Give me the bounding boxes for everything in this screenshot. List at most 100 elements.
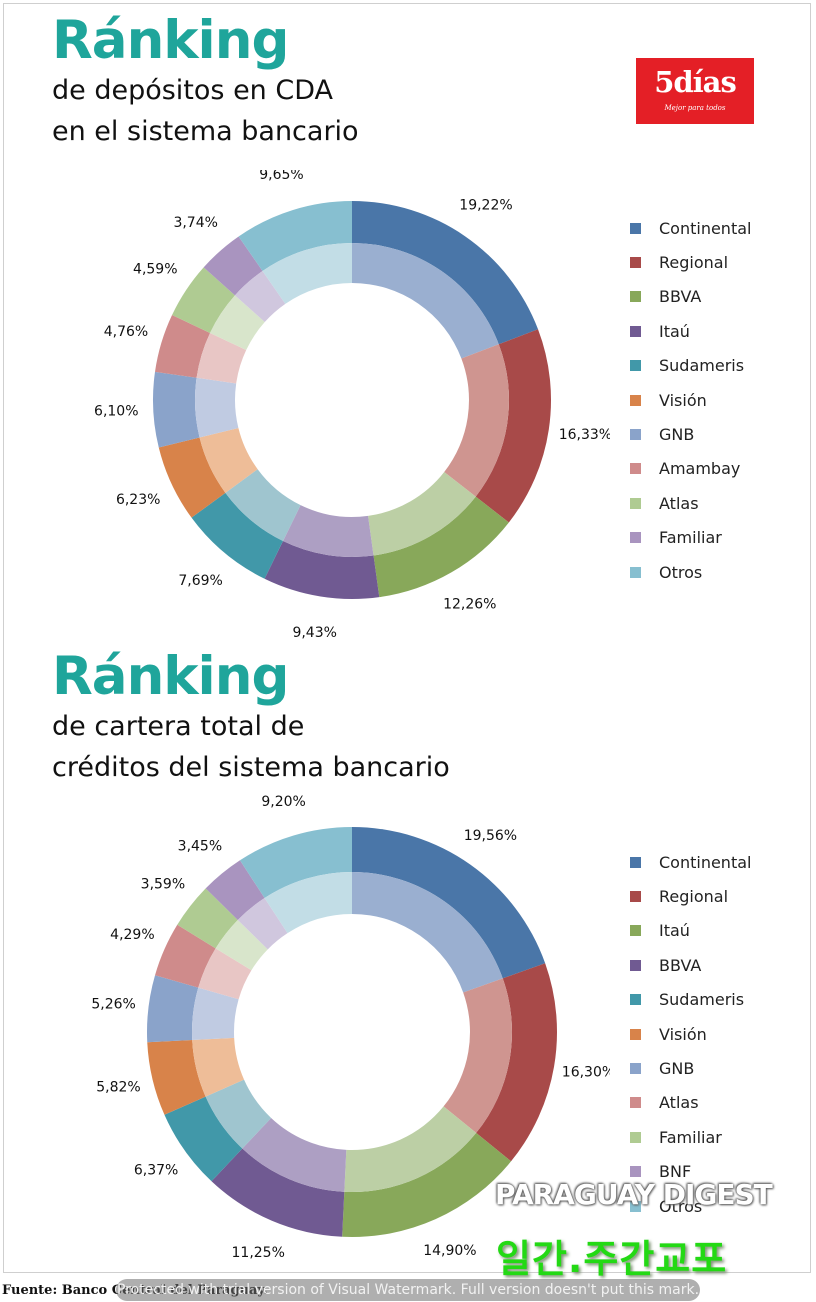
legend-label: Regional	[659, 887, 729, 907]
legend-label: Continental	[659, 218, 752, 238]
legend-swatch	[630, 566, 641, 578]
chart1-familiar-inner-slice	[234, 270, 286, 323]
legend-swatch	[630, 891, 641, 903]
chart1-sudameris-outer-slice	[191, 492, 284, 579]
chart1-vision-outer-slice	[158, 437, 226, 518]
chart1-atlas-value-label: 4,59%	[133, 262, 177, 278]
chart1-legend-item-bbva: BBVA	[630, 280, 751, 314]
chart2-continental-value-label: 19,56%	[464, 828, 517, 844]
chart1-legend-item-vision: Visión	[630, 383, 751, 417]
chart1-itau-inner-slice	[283, 505, 374, 558]
legend-label: Otros	[659, 1196, 703, 1216]
legend-label: GNB	[659, 425, 695, 445]
chart2-subtitle-line-2: créditos del sistema bancario	[52, 752, 450, 783]
paraguay-digest-watermark: PARAGUAY DIGEST	[495, 1178, 773, 1211]
legend-swatch	[630, 1131, 641, 1143]
legend-swatch	[630, 291, 641, 303]
chart1-sudameris-value-label: 7,69%	[178, 573, 222, 589]
legend-label: Familiar	[659, 1127, 722, 1147]
chart2-familiar-outer-slice	[177, 888, 238, 949]
chart2-otros-outer-slice	[239, 827, 352, 898]
chart2-bbva-value-label: 11,25%	[232, 1245, 285, 1261]
chart1-continental-outer-slice	[352, 201, 539, 345]
chart2-legend-item-itau: Itaú	[630, 914, 751, 948]
chart1-itau-outer-slice	[264, 541, 380, 600]
5dias-logo: 5días Mejor para todos	[636, 58, 754, 124]
chart2-subtitle-line-1: de cartera total de	[52, 711, 305, 742]
chart2-otros-value-label: 9,20%	[261, 795, 305, 810]
chart2-regional-outer-slice	[476, 963, 557, 1162]
chart1-continental-value-label: 19,22%	[459, 198, 512, 214]
chart2-vision-outer-slice	[147, 1039, 206, 1115]
legend-swatch	[630, 1063, 641, 1075]
legend-label: GNB	[659, 1059, 695, 1079]
chart2-legend-item-vision: Visión	[630, 1017, 751, 1051]
legend-label: Regional	[659, 253, 729, 273]
chart2-legend-item-bbva: BBVA	[630, 948, 751, 982]
chart1-legend-item-atlas: Atlas	[630, 486, 751, 520]
legend-swatch	[630, 497, 641, 509]
chart1-donut: 19,22% 16,33% 12,26% 9,43% 7,69% 6,23% 6,10% 4,…	[94, 170, 610, 640]
chart1-bbva-value-label: 12,26%	[443, 597, 496, 613]
legend-label: Visión	[659, 390, 707, 410]
chart1-atlas-inner-slice	[210, 295, 265, 351]
legend-swatch	[630, 959, 641, 971]
chart2-sudameris-outer-slice	[164, 1096, 243, 1182]
chart1-gnb-value-label: 6,10%	[94, 404, 138, 420]
chart2-legend-item-familiar: Familiar	[630, 1120, 751, 1154]
chart2-itau-outer-slice	[342, 1132, 512, 1237]
chart2-title: Ránking	[52, 646, 289, 707]
legend-swatch	[630, 257, 641, 269]
chart1-regional-outer-slice	[475, 329, 551, 523]
legend-label: Sudameris	[659, 990, 745, 1010]
chart2-gnb-outer-slice	[146, 975, 199, 1043]
chart2-familiar-inner-slice	[215, 919, 268, 971]
chart2-donut: 19,56% 16,30% 14,90% 11,25% 6,37% 5,82% 5,26% 4…	[91, 795, 610, 1261]
chart1-otros-outer-slice	[238, 201, 352, 271]
chart1-bbva-outer-slice	[373, 496, 509, 598]
chart2-bbva-outer-slice	[211, 1148, 345, 1237]
chart2-itau-inner-slice	[344, 1106, 477, 1193]
chart2-gnb-value-label: 5,26%	[91, 996, 135, 1012]
chart1-itau-value-label: 9,43%	[292, 625, 336, 640]
chart1-gnb-outer-slice	[152, 371, 200, 448]
chart2-vision-value-label: 5,82%	[96, 1079, 140, 1095]
chart2-atlas-value-label: 4,29%	[110, 927, 154, 943]
legend-label: BNF	[659, 1162, 692, 1182]
chart2-atlas-outer-slice	[155, 924, 216, 988]
legend-label: Itaú	[659, 921, 690, 941]
chart1-vision-value-label: 6,23%	[116, 492, 160, 508]
chart2-legend-item-atlas: Atlas	[630, 1086, 751, 1120]
chart2-regional-value-label: 16,30%	[562, 1065, 610, 1081]
legend-swatch	[630, 1200, 641, 1212]
legend-label: Sudameris	[659, 356, 745, 376]
chart2-vision-inner-slice	[192, 1037, 245, 1097]
chart2-regional-inner-slice	[443, 978, 512, 1133]
korean-watermark: 일간.주간교포	[496, 1237, 728, 1281]
chart1-legend-item-sudameris: Sudameris	[630, 349, 751, 383]
chart1-legend-item-itau: Itaú	[630, 314, 751, 348]
legend-label: Continental	[659, 852, 752, 872]
legend-swatch	[630, 463, 641, 475]
chart1-otros-value-label: 9,65%	[259, 170, 303, 183]
chart1-continental-inner-slice	[352, 243, 499, 359]
chart1-legend-item-familiar: Familiar	[630, 521, 751, 555]
legend-label: BBVA	[659, 955, 702, 975]
trial-watermark-banner: Protected with trial version of Visual W…	[116, 1279, 700, 1301]
legend-swatch	[630, 325, 641, 337]
legend-label: BBVA	[659, 287, 702, 307]
chart2-continental-outer-slice	[352, 827, 546, 979]
chart2-legend-item-gnb: GNB	[630, 1051, 751, 1085]
legend-swatch	[630, 994, 641, 1006]
chart1-bbva-inner-slice	[368, 472, 476, 556]
legend-label: Familiar	[659, 528, 722, 548]
chart1-subtitle: de depósitos en CDA en el sistema bancar…	[52, 70, 359, 152]
legend-label: Atlas	[659, 1093, 699, 1113]
chart1-amambay-outer-slice	[155, 315, 211, 378]
legend-swatch	[630, 1028, 641, 1040]
chart1-legend-item-continental: Continental	[630, 211, 751, 245]
legend-swatch	[630, 360, 641, 372]
chart2-legend-item-continental: Continental	[630, 845, 751, 879]
chart1-legend-item-otros: Otros	[630, 555, 751, 589]
logo-name: 5días	[654, 65, 737, 99]
